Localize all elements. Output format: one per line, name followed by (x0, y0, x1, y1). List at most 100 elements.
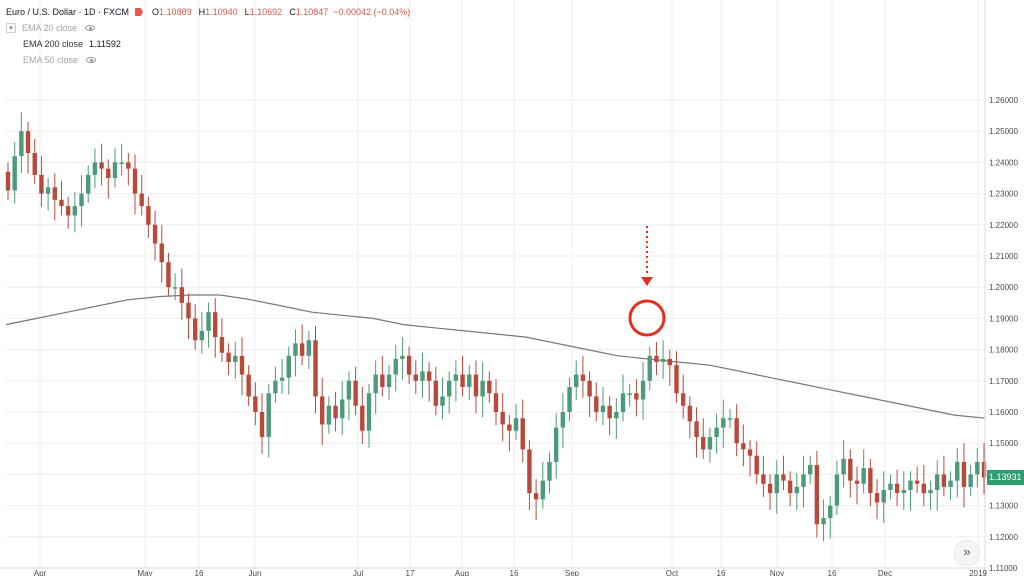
candle-body (253, 396, 258, 412)
candle-body (460, 374, 465, 388)
open-value: 1.10889 (159, 7, 192, 17)
candle-body (694, 421, 699, 437)
price-tick-label: 1.21000 (989, 252, 1018, 261)
candle-body (687, 405, 693, 422)
indicator-row-ema20[interactable]: ▾ EMA 20 close (6, 20, 410, 36)
time-axis[interactable]: Apr May 16 Jun Jul 17 Aug 16 Sep Oct 16 Nov 16 Dec 201… (34, 569, 988, 576)
candle-body (239, 355, 245, 375)
time-tick-label: 16 (510, 569, 519, 576)
candle-body (5, 171, 11, 191)
time-tick-label: 17 (406, 569, 415, 576)
indicator-ema20-label[interactable]: EMA 20 close (22, 23, 78, 33)
candle-body (487, 380, 492, 394)
candle-body (654, 355, 659, 363)
candle-body (814, 465, 820, 525)
candle-body (286, 355, 291, 378)
candle-body (92, 162, 98, 175)
double-chevron-right-icon[interactable]: » (955, 541, 979, 565)
candle-body (447, 380, 452, 397)
indicator-row-ema50[interactable]: EMA 50 close (6, 52, 410, 68)
price-tick-label: 1.25000 (989, 127, 1018, 136)
candle-body (72, 206, 78, 216)
candle-body (273, 380, 278, 394)
indicator-ema200-value: 1.11592 (89, 39, 121, 49)
candle-body (948, 480, 953, 487)
candle-body (707, 436, 713, 450)
change-value: −0.00042 (−0.04%) (333, 7, 411, 17)
candle-body (453, 374, 459, 381)
candle-body (507, 424, 512, 431)
candle-body (540, 480, 545, 500)
candle-body (727, 418, 733, 420)
chart-legend: Euro / U.S. Dollar · 1D · FXCM O 1.10889 … (6, 4, 410, 68)
candle-body (734, 418, 739, 444)
time-tick-label: 2019 (969, 569, 987, 576)
candle-body (45, 187, 51, 194)
indicator-ema50-label[interactable]: EMA 50 close (23, 55, 79, 65)
candle-body (386, 374, 392, 388)
candle-body (112, 162, 118, 178)
close-label: C (289, 7, 296, 17)
candle-body (12, 156, 17, 191)
candle-body (787, 480, 793, 494)
indicator-row-ema200[interactable]: EMA 200 close 1.11592 (6, 36, 410, 52)
candle-body (567, 387, 572, 412)
candle-body (226, 352, 231, 363)
arrow-head (641, 277, 653, 286)
candle-body (199, 330, 205, 341)
candle-body (627, 393, 632, 395)
candle-body (159, 243, 164, 263)
rejection-circle (628, 299, 666, 337)
price-tick-label: 1.24000 (989, 158, 1018, 167)
candle-body (440, 396, 445, 406)
candle-body (420, 371, 425, 381)
candle-body (179, 287, 185, 303)
candle-body (868, 468, 873, 494)
candle-body (901, 490, 906, 494)
time-tick-label: May (137, 569, 152, 576)
candle-body (79, 193, 84, 207)
candle-body (821, 518, 826, 525)
candle-body (761, 474, 766, 484)
candle-body (313, 340, 318, 397)
price-tick-label: 1.26000 (989, 96, 1018, 105)
price-tick-label: 1.13000 (989, 502, 1018, 511)
candle-body (333, 405, 338, 419)
candle-body (861, 468, 866, 484)
candle-body (32, 153, 37, 175)
chevron-down-icon[interactable]: ▾ (6, 23, 16, 33)
candle-body (19, 131, 24, 157)
candle-body (433, 380, 439, 406)
low-label: L (244, 7, 250, 17)
candle-body (353, 380, 358, 406)
candle-body (132, 168, 138, 194)
candle-body (921, 483, 927, 494)
low-value: 1.10692 (249, 7, 283, 17)
candle-body (259, 412, 265, 437)
candle-body (206, 312, 211, 331)
candle-body (701, 436, 706, 450)
candle-body (119, 162, 124, 164)
candle-body (807, 465, 813, 475)
eye-icon[interactable] (85, 25, 96, 31)
candle-body (426, 371, 432, 381)
candle-body (172, 287, 178, 289)
candle-body (553, 427, 559, 462)
candle-body (413, 374, 418, 381)
candle-body (186, 302, 191, 319)
candle-body (246, 374, 251, 397)
price-tick-label: 1.15000 (989, 439, 1018, 448)
candle-body (647, 355, 652, 381)
symbol-title[interactable]: Euro / U.S. Dollar · 1D · FXCM (6, 7, 130, 17)
candle-body (607, 405, 612, 419)
candle-body (714, 427, 719, 437)
high-value: 1.10940 (205, 7, 238, 17)
candle-body (741, 443, 746, 450)
eye-icon[interactable] (86, 57, 97, 63)
candle-body (366, 393, 372, 431)
indicator-ema200-label[interactable]: EMA 200 close (23, 39, 84, 49)
last-price-tag: 1.13931 (987, 469, 1024, 485)
price-tick-label: 1.19000 (989, 314, 1018, 323)
candle-body (192, 318, 198, 341)
